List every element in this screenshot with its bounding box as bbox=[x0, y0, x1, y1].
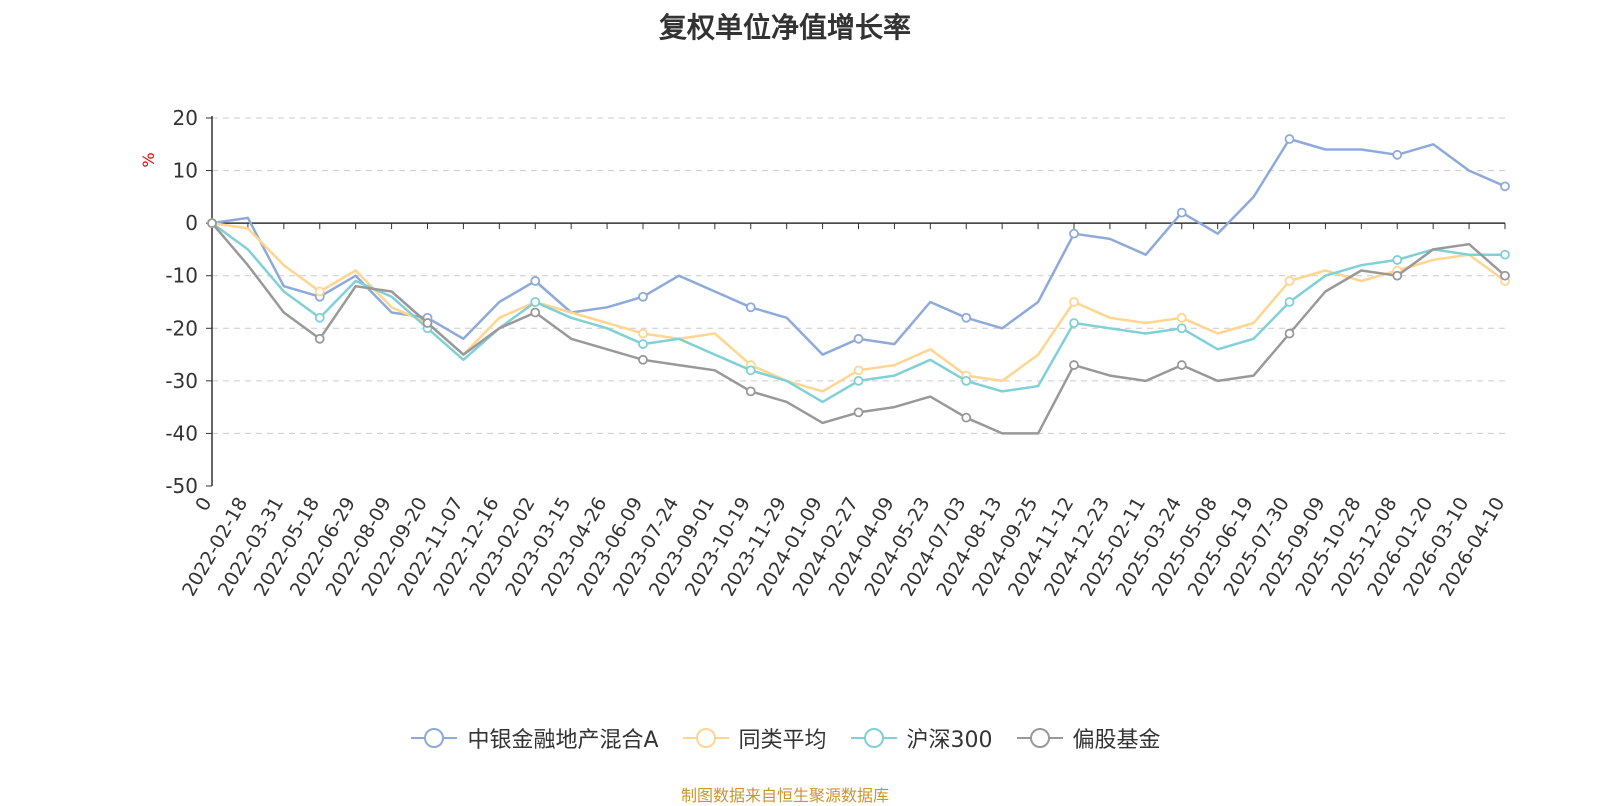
legend-label: 中银金融地产混合A bbox=[467, 728, 659, 753]
series-2-point-24 bbox=[1069, 318, 1079, 328]
chart-title: 复权单位净值增长率 bbox=[658, 11, 911, 44]
series-3-point-30 bbox=[1284, 328, 1295, 339]
series-3-point-36 bbox=[1500, 270, 1510, 281]
legend-swatch-circle bbox=[1029, 728, 1050, 748]
legend-swatch-icon bbox=[411, 728, 458, 748]
legend-item-2[interactable]: 沪深300 bbox=[849, 722, 993, 754]
legend-label: 同类平均 bbox=[738, 728, 827, 753]
y-tick-label-6: -40 bbox=[165, 421, 198, 445]
series-3-point-18 bbox=[853, 407, 864, 418]
y-tick-label-7: -50 bbox=[165, 474, 198, 498]
series-0-point-27 bbox=[1176, 207, 1187, 218]
series-2-point-12 bbox=[638, 339, 648, 349]
legend-swatch-circle bbox=[863, 728, 884, 748]
series-2-point-18 bbox=[853, 375, 864, 386]
series-1-point-27 bbox=[1176, 312, 1187, 323]
legend-swatch-icon bbox=[850, 728, 897, 748]
y-tick-label-5: -30 bbox=[165, 369, 198, 393]
series-0-point-12 bbox=[638, 291, 648, 302]
series-3-point-6 bbox=[422, 318, 433, 328]
series-1-point-18 bbox=[853, 365, 864, 376]
series-3-point-15 bbox=[745, 386, 756, 397]
legend-item-0[interactable]: 中银金融地产混合A bbox=[409, 722, 659, 754]
series-3-point-3 bbox=[314, 333, 325, 344]
series-0-point-15 bbox=[745, 302, 756, 313]
series-3-point-24 bbox=[1069, 360, 1079, 370]
series-0-point-24 bbox=[1069, 228, 1079, 239]
series-0-point-36 bbox=[1500, 181, 1510, 192]
series-1-point-12 bbox=[638, 328, 648, 339]
series-0-point-18 bbox=[853, 333, 864, 344]
legend: 中银金融地产混合A 同类平均 沪深300 偏股基金 bbox=[0, 722, 1570, 754]
series-3-point-9 bbox=[530, 307, 541, 318]
series-2-point-9 bbox=[530, 297, 541, 307]
legend-swatch-circle bbox=[695, 728, 716, 748]
y-tick-label-1: 10 bbox=[173, 159, 198, 183]
y-tick-label-2: 0 bbox=[185, 211, 198, 235]
series-0-point-33 bbox=[1392, 149, 1403, 160]
legend-label: 沪深300 bbox=[906, 728, 993, 753]
axis-layer: 20100-10-20-30-40-5002022-02-182022-03-3… bbox=[165, 106, 1509, 600]
legend-item-1[interactable]: 同类平均 bbox=[681, 722, 827, 754]
series-2-point-15 bbox=[745, 365, 756, 376]
series-0-point-30 bbox=[1284, 134, 1295, 144]
series-0-point-9 bbox=[530, 276, 541, 286]
y-tick-label-3: -10 bbox=[165, 264, 198, 288]
y-axis-unit-label: % bbox=[139, 152, 158, 167]
series-line-0 bbox=[211, 137, 1506, 356]
legend-swatch-circle bbox=[424, 728, 445, 748]
x-tick-label-0: 0 bbox=[191, 494, 216, 515]
series-2-point-30 bbox=[1284, 297, 1295, 307]
series-1-point-30 bbox=[1284, 276, 1295, 286]
series-2-point-36 bbox=[1500, 249, 1510, 260]
series-1-point-3 bbox=[314, 286, 325, 297]
series-line-3 bbox=[211, 222, 1506, 435]
series-3-point-21 bbox=[961, 412, 972, 423]
series-layer bbox=[207, 134, 1510, 435]
series-3-point-0 bbox=[207, 218, 217, 229]
series-1-point-24 bbox=[1069, 297, 1079, 307]
legend-label: 偏股基金 bbox=[1072, 728, 1161, 753]
series-0-point-21 bbox=[961, 312, 972, 323]
series-2-point-33 bbox=[1392, 255, 1403, 265]
series-3-point-33 bbox=[1392, 270, 1403, 281]
y-tick-label-4: -20 bbox=[165, 316, 198, 340]
series-3-point-12 bbox=[638, 354, 648, 365]
legend-item-3[interactable]: 偏股基金 bbox=[1015, 722, 1161, 754]
series-2-point-27 bbox=[1176, 323, 1187, 334]
data-source-note: 制图数据来自恒生聚源数据库 bbox=[680, 786, 889, 805]
y-tick-label-0: 20 bbox=[173, 106, 198, 130]
series-2-point-3 bbox=[314, 312, 325, 323]
line-chart: 20100-10-20-30-40-5002022-02-182022-03-3… bbox=[139, 106, 1510, 600]
series-3-point-27 bbox=[1176, 360, 1187, 370]
legend-swatch-icon bbox=[682, 728, 729, 748]
legend-swatch-icon bbox=[1016, 728, 1063, 748]
series-2-point-21 bbox=[961, 375, 972, 386]
